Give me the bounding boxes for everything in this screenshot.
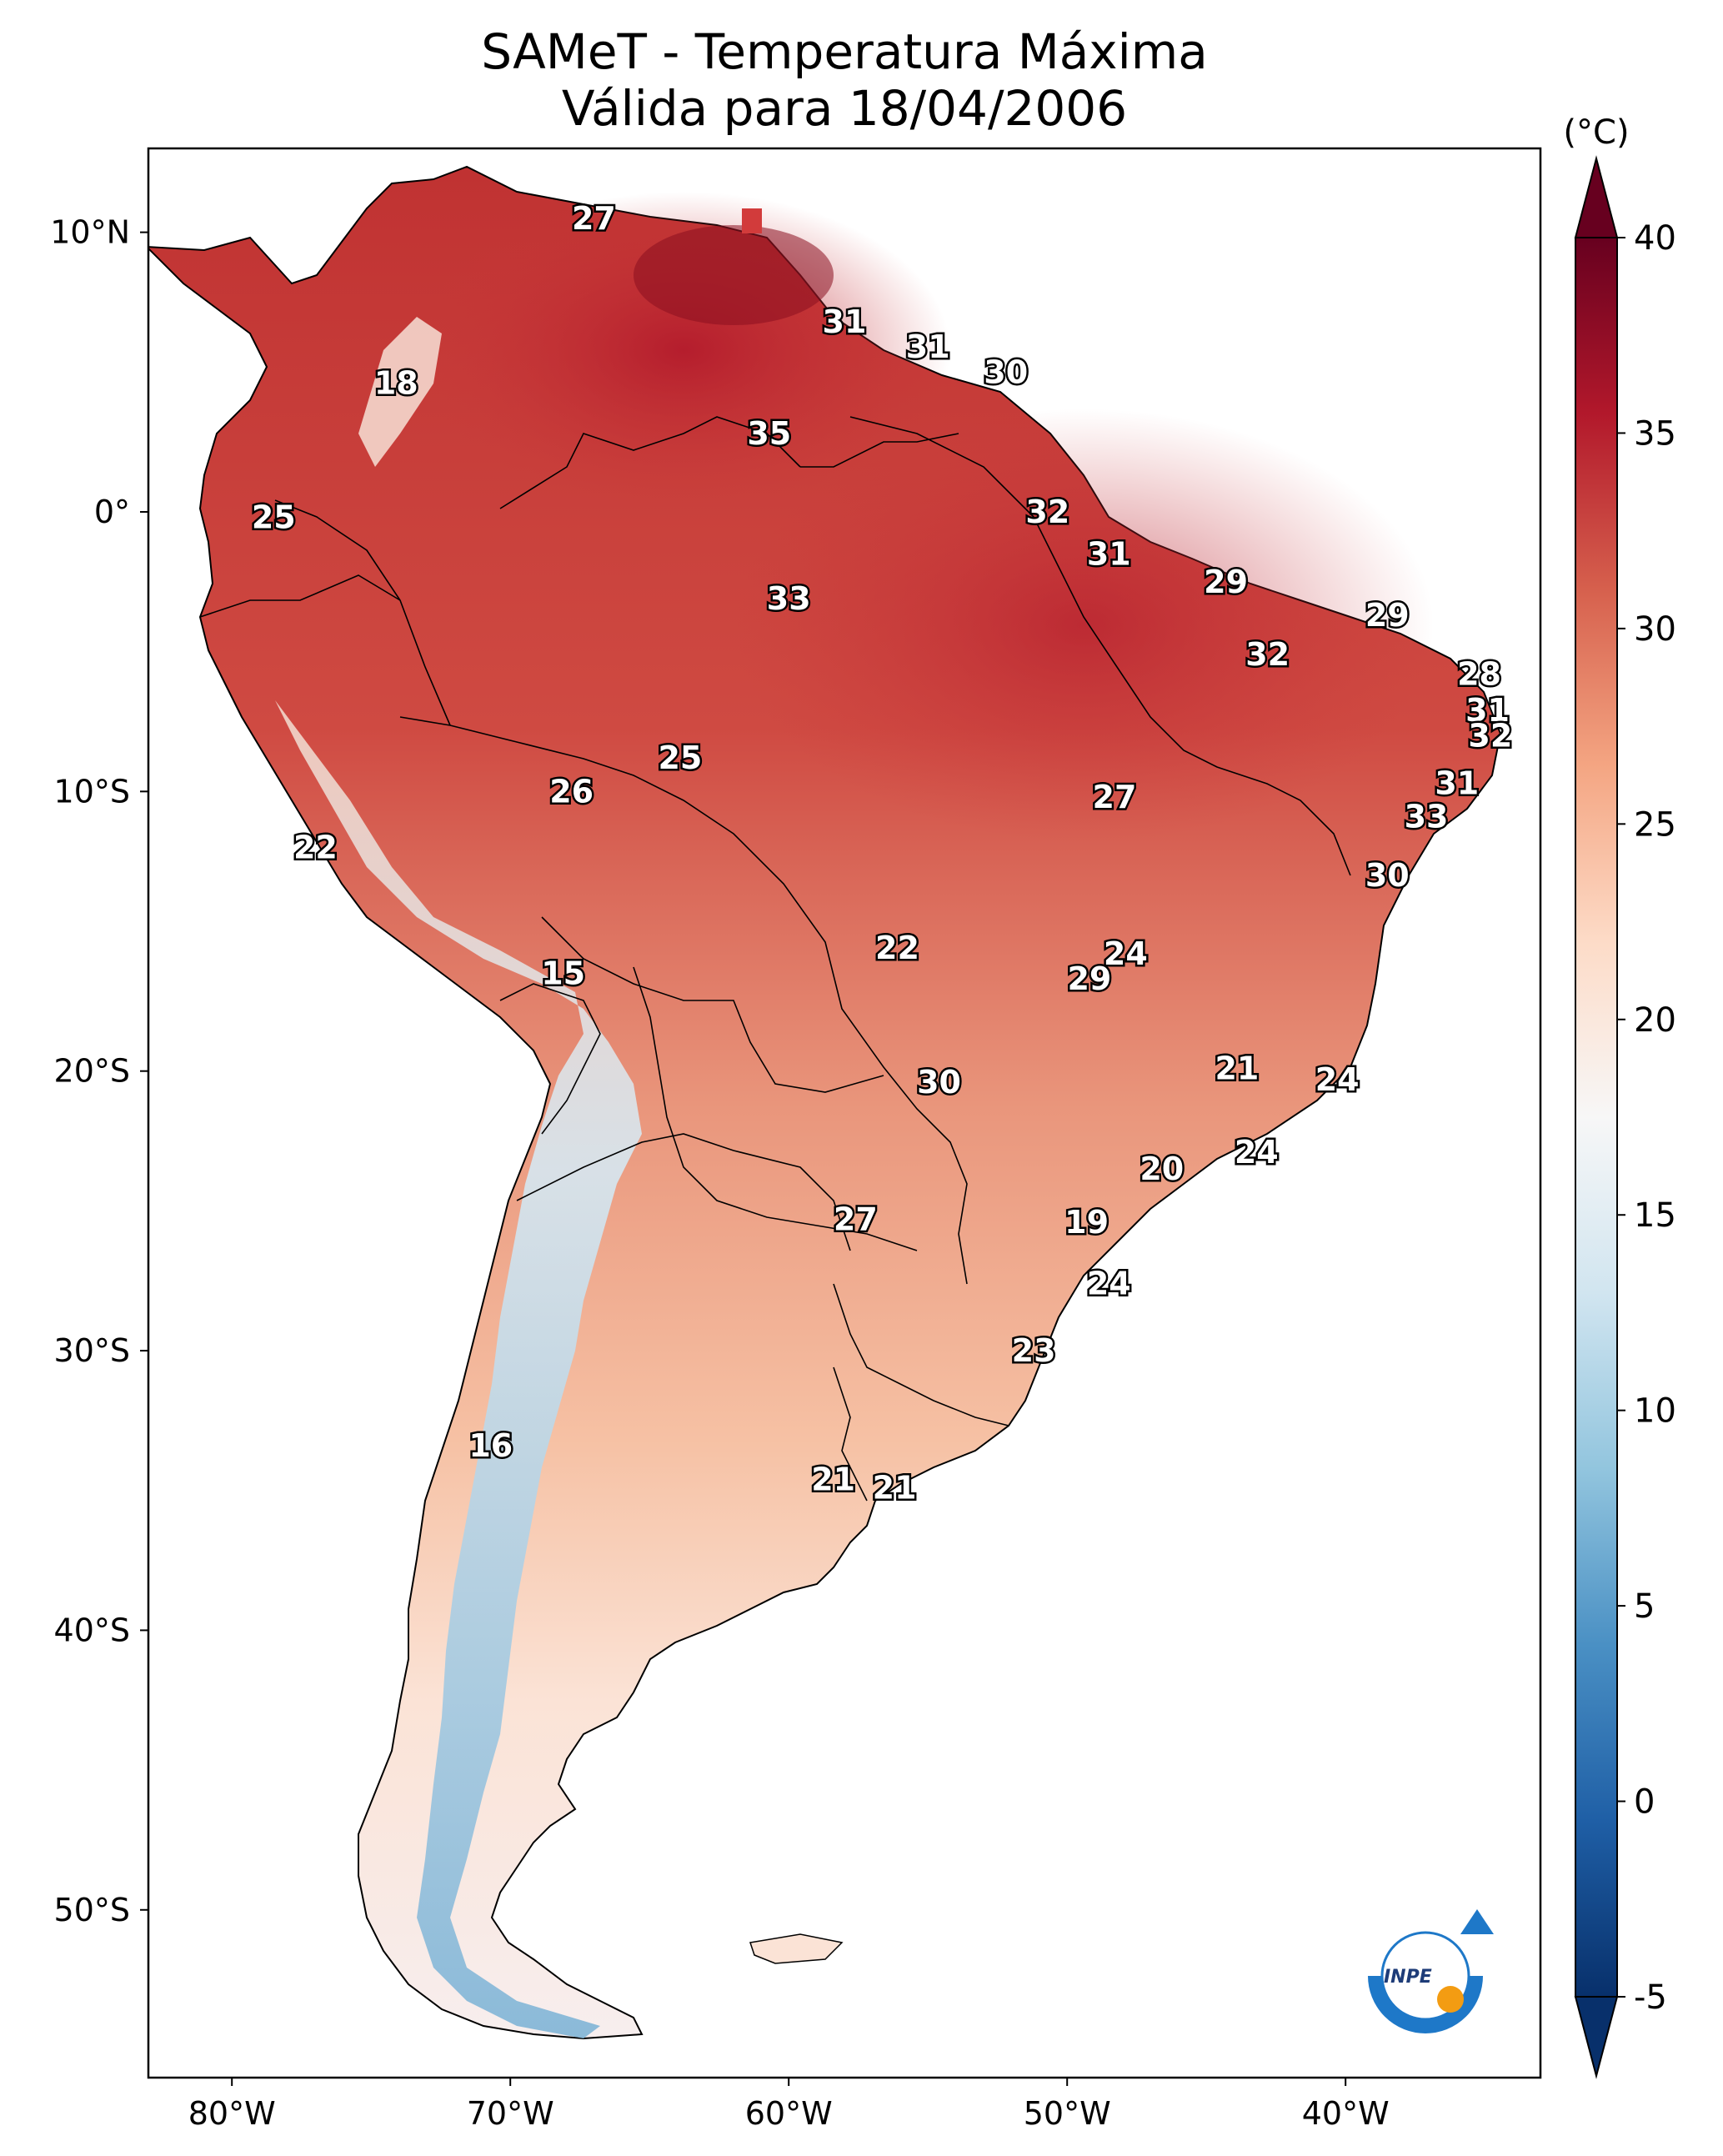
station-value-label: 22 [875, 930, 919, 966]
station-value-label: 30 [984, 353, 1028, 390]
axes-layer: 80°W 70°W 60°W 50°W 40°W 10°N 0° 10°S 20°S 30°S 40… [50, 214, 1389, 2132]
colorbar-tick-label: 10 [1634, 1392, 1676, 1431]
station-value-label: 21 [1215, 1050, 1259, 1086]
station-value-label: 18 [374, 365, 418, 402]
colorbar-tick-label: -5 [1634, 1978, 1667, 2017]
station-value-label: 31 [1087, 535, 1131, 572]
station-value-label: 27 [834, 1201, 878, 1237]
station-value-label: 29 [1204, 564, 1248, 600]
station-value-label: 16 [468, 1427, 513, 1464]
falkland-islands [749, 1933, 844, 1964]
station-value-label: 27 [1093, 779, 1137, 815]
station-value-label: 24 [1235, 1134, 1279, 1171]
colorbar: 40 35 30 25 20 15 10 5 0 -5 (°C) [1563, 113, 1676, 2079]
colorbar-gradient [1575, 237, 1618, 1998]
country-borders [199, 416, 1351, 1502]
colorbar-tick-label: 35 [1634, 414, 1676, 453]
map-title: SAMeT - Temperatura Máxima Válida para 1… [148, 23, 1540, 137]
colorbar-tick-label: 30 [1634, 610, 1676, 649]
lat-tick-label: 20°S [54, 1053, 130, 1090]
colorbar-tick-label: 40 [1634, 219, 1676, 258]
station-value-label: 24 [1104, 935, 1148, 972]
lon-tick-label: 40°W [1302, 2095, 1390, 2132]
trinidad-island [742, 208, 762, 233]
hot-region-brazil [734, 409, 1434, 842]
station-value-label: 33 [1405, 799, 1449, 835]
lon-tick-label: 80°W [188, 2095, 276, 2132]
title-line-2: Válida para 18/04/2006 [561, 80, 1128, 137]
station-value-label: 25 [252, 499, 296, 536]
station-value-label: 25 [658, 740, 702, 776]
station-value-label: 26 [549, 773, 594, 810]
lat-tick-label: 10°N [50, 214, 130, 251]
colorbar-tick-label: 0 [1634, 1783, 1655, 1822]
colorbar-tick-label: 15 [1634, 1196, 1676, 1235]
station-value-label: 23 [1012, 1332, 1056, 1369]
inpe-logo-text: INPE [1384, 1967, 1432, 1988]
station-value-label: 15 [541, 955, 585, 991]
lat-tick-label: 10°S [54, 773, 130, 810]
station-value-label: 27 [572, 200, 616, 237]
station-value-label: 24 [1087, 1266, 1131, 1302]
station-value-label: 31 [906, 328, 950, 365]
hot-spot-venezuela [634, 225, 834, 325]
colorbar-tick-label: 5 [1634, 1587, 1655, 1626]
station-value-label: 30 [917, 1064, 961, 1101]
station-value-label: 35 [747, 415, 791, 452]
lon-tick-label: 60°W [745, 2095, 833, 2132]
station-value-label: 33 [767, 580, 811, 617]
station-value-label: 22 [293, 829, 338, 865]
lat-tick-label: 50°S [54, 1892, 130, 1928]
andes-cool-band [275, 700, 642, 2038]
colorbar-tick-label: 20 [1634, 1001, 1676, 1040]
station-value-label: 31 [1465, 692, 1510, 729]
lat-tick-label: 40°S [54, 1612, 130, 1648]
lon-tick-label: 70°W [467, 2095, 554, 2132]
station-value-label: 29 [1067, 960, 1111, 997]
colorbar-min-extend [1574, 1996, 1619, 2079]
station-value-label: 31 [1435, 765, 1479, 801]
plot-frame [147, 147, 1542, 2079]
station-value-label: 29 [1365, 597, 1410, 634]
station-value-label: 20 [1139, 1151, 1184, 1187]
station-value-label: 31 [823, 303, 867, 340]
lat-tick-label: 0° [94, 494, 130, 530]
station-value-label: 19 [1064, 1204, 1109, 1241]
station-value-label: 28 [1457, 655, 1501, 692]
station-value-label: 21 [873, 1469, 917, 1506]
title-line-1: SAMeT - Temperatura Máxima [481, 23, 1208, 80]
inpe-logo: INPE [1368, 1909, 1494, 2033]
station-value-label: 32 [1468, 717, 1512, 754]
lat-tick-label: 30°S [54, 1332, 130, 1369]
station-value-label: 32 [1025, 494, 1069, 530]
station-value-label: 32 [1245, 636, 1290, 673]
station-value-label: 21 [811, 1461, 855, 1497]
station-value-label: 24 [1315, 1061, 1360, 1098]
colorbar-max-extend [1574, 155, 1619, 238]
andes-north-cool [358, 317, 442, 467]
lon-tick-label: 50°W [1024, 2095, 1111, 2132]
colorbar-tick-label: 25 [1634, 805, 1676, 844]
station-value-label: 30 [1365, 857, 1410, 894]
colorbar-unit-label: (°C) [1563, 113, 1629, 152]
sun-icon [1437, 1986, 1464, 2013]
